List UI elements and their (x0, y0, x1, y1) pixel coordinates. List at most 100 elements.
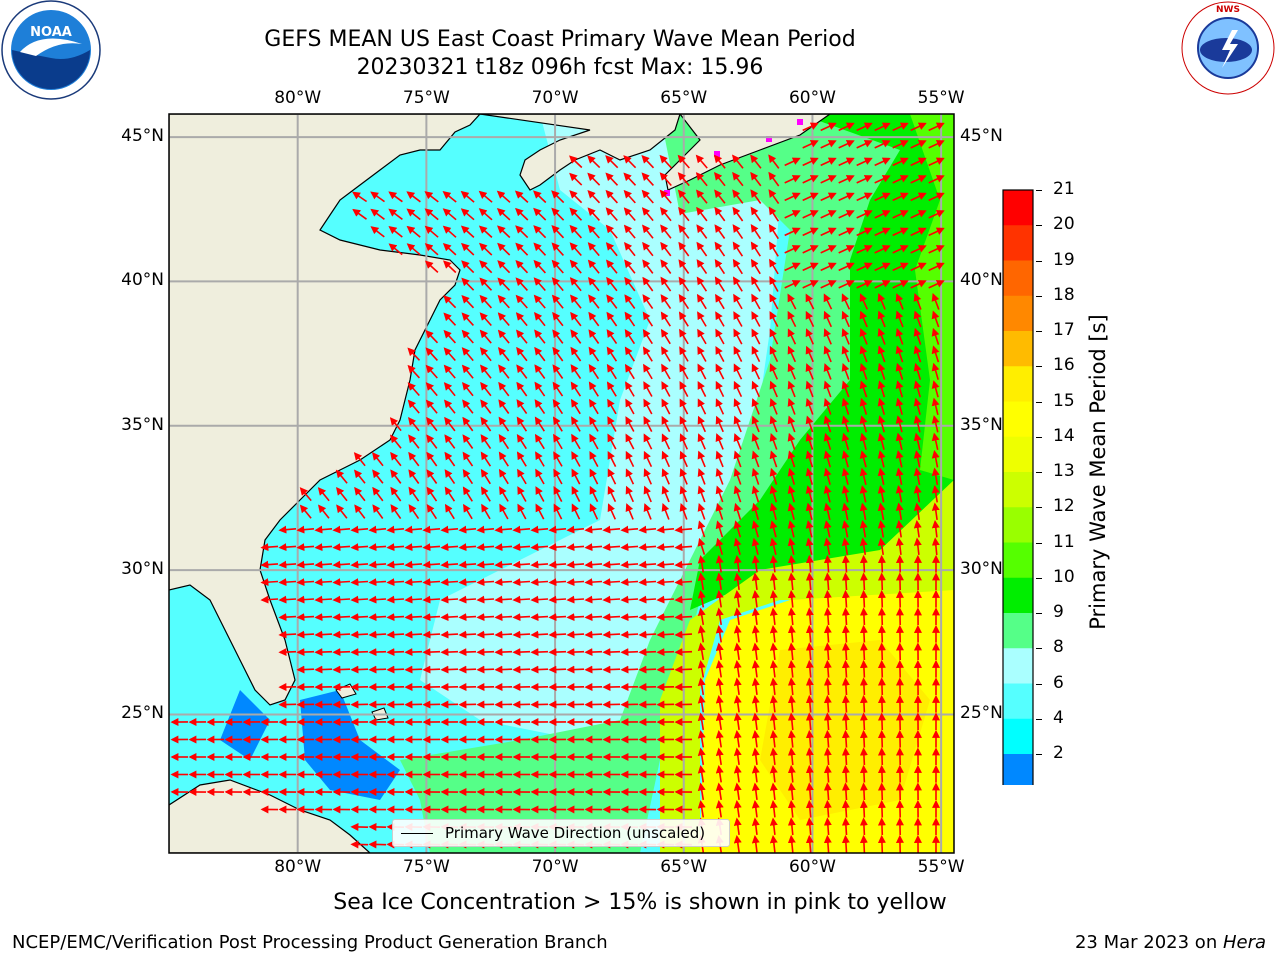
wave-arrow (913, 345, 922, 363)
wave-arrow (823, 415, 832, 433)
lon-label-bottom: 75°W (402, 857, 450, 877)
sea-ice-mark (714, 151, 720, 157)
wave-arrow (805, 363, 814, 380)
wave-arrow (715, 537, 724, 555)
wave-arrow (714, 171, 726, 187)
wave-arrow (424, 225, 439, 238)
wave-arrow (408, 434, 420, 449)
wave-arrow (350, 630, 369, 639)
wave-arrow (877, 397, 886, 415)
wave-arrow (336, 504, 348, 519)
wave-arrow (606, 311, 618, 327)
wave-arrow (587, 207, 600, 221)
wave-arrow (570, 346, 582, 362)
wave-arrow (494, 595, 513, 604)
wave-arrow (859, 782, 868, 801)
wave-arrow (620, 648, 639, 657)
wave-arrow (296, 613, 315, 622)
wave-arrow (584, 525, 603, 534)
wave-arrow (480, 381, 492, 397)
wave-arrow (422, 630, 441, 639)
wave-arrow (677, 154, 690, 169)
wave-arrow (458, 525, 477, 534)
wave-arrow (607, 485, 617, 503)
wave-arrow (370, 191, 385, 203)
wave-arrow (823, 607, 832, 626)
wave-arrow (823, 397, 832, 415)
wave-arrow (296, 595, 315, 604)
wave-arrow (892, 192, 909, 202)
wave-arrow (602, 578, 621, 587)
wave-arrow (823, 642, 832, 661)
wave-arrow (787, 624, 796, 643)
wave-arrow (388, 243, 403, 256)
wave-arrow (461, 260, 475, 274)
wave-arrow (928, 175, 945, 184)
wave-arrow (625, 450, 635, 468)
wave-arrow (476, 560, 495, 569)
wave-arrow (534, 364, 546, 379)
wave-arrow (713, 154, 726, 169)
wave-arrow (769, 817, 778, 835)
wave-arrow (805, 624, 814, 643)
wave-arrow (659, 189, 672, 204)
wave-arrow (856, 280, 873, 289)
wave-arrow (444, 399, 456, 414)
wave-arrow (823, 799, 832, 818)
wave-arrow (569, 242, 582, 257)
wave-arrow (805, 764, 814, 783)
wave-arrow (769, 328, 779, 345)
wave-arrow (569, 172, 583, 186)
colorbar-tick-label: 19 (1053, 249, 1075, 270)
wave-arrow (678, 259, 690, 274)
wave-arrow (516, 381, 528, 397)
wave-arrow (278, 630, 297, 639)
wave-arrow (440, 578, 459, 587)
wave-arrow (584, 613, 603, 622)
wave-arrow (823, 363, 832, 380)
wave-arrow (332, 613, 351, 622)
wave-arrow (553, 433, 563, 450)
wave-arrow (895, 450, 904, 468)
wave-arrow (390, 451, 402, 467)
wave-arrow (425, 364, 438, 379)
wave-arrow (442, 225, 457, 238)
wave-arrow (802, 157, 819, 167)
wave-arrow (530, 578, 549, 587)
wave-arrow (715, 502, 724, 520)
wave-arrow (620, 560, 639, 569)
wave-arrow (314, 648, 333, 657)
wave-arrow (332, 560, 351, 569)
wave-arrow (733, 415, 742, 433)
wave-arrow (859, 310, 868, 328)
colorbar-tick-mark (1036, 683, 1042, 685)
wave-arrow (715, 293, 725, 310)
wave-arrow (823, 747, 832, 766)
wave-arrow (769, 450, 778, 468)
wave-arrow (623, 224, 636, 239)
wave-arrow (841, 363, 850, 380)
wave-arrow (607, 468, 617, 485)
colorbar-segment (1003, 260, 1033, 297)
map-content (169, 114, 954, 853)
wave-arrow (332, 630, 351, 639)
wave-arrow (406, 243, 421, 256)
wave-arrow (769, 607, 778, 625)
wave-arrow (458, 648, 477, 657)
wave-arrow (606, 381, 617, 397)
wave-arrow (548, 543, 567, 552)
wave-arrow (823, 502, 832, 520)
wave-arrow (805, 520, 814, 538)
wave-arrow (859, 729, 868, 748)
wave-arrow (314, 578, 333, 587)
wave-arrow (588, 311, 600, 327)
wave-arrow (588, 363, 600, 380)
colorbar-tick-mark (1036, 754, 1042, 755)
wave-arrow (895, 520, 904, 538)
wave-arrow (656, 560, 675, 569)
wave-arrow (823, 572, 832, 591)
wave-arrow (784, 262, 801, 272)
wave-arrow (892, 175, 909, 184)
wave-arrow (931, 345, 940, 363)
period-band-10-11 (690, 114, 954, 610)
